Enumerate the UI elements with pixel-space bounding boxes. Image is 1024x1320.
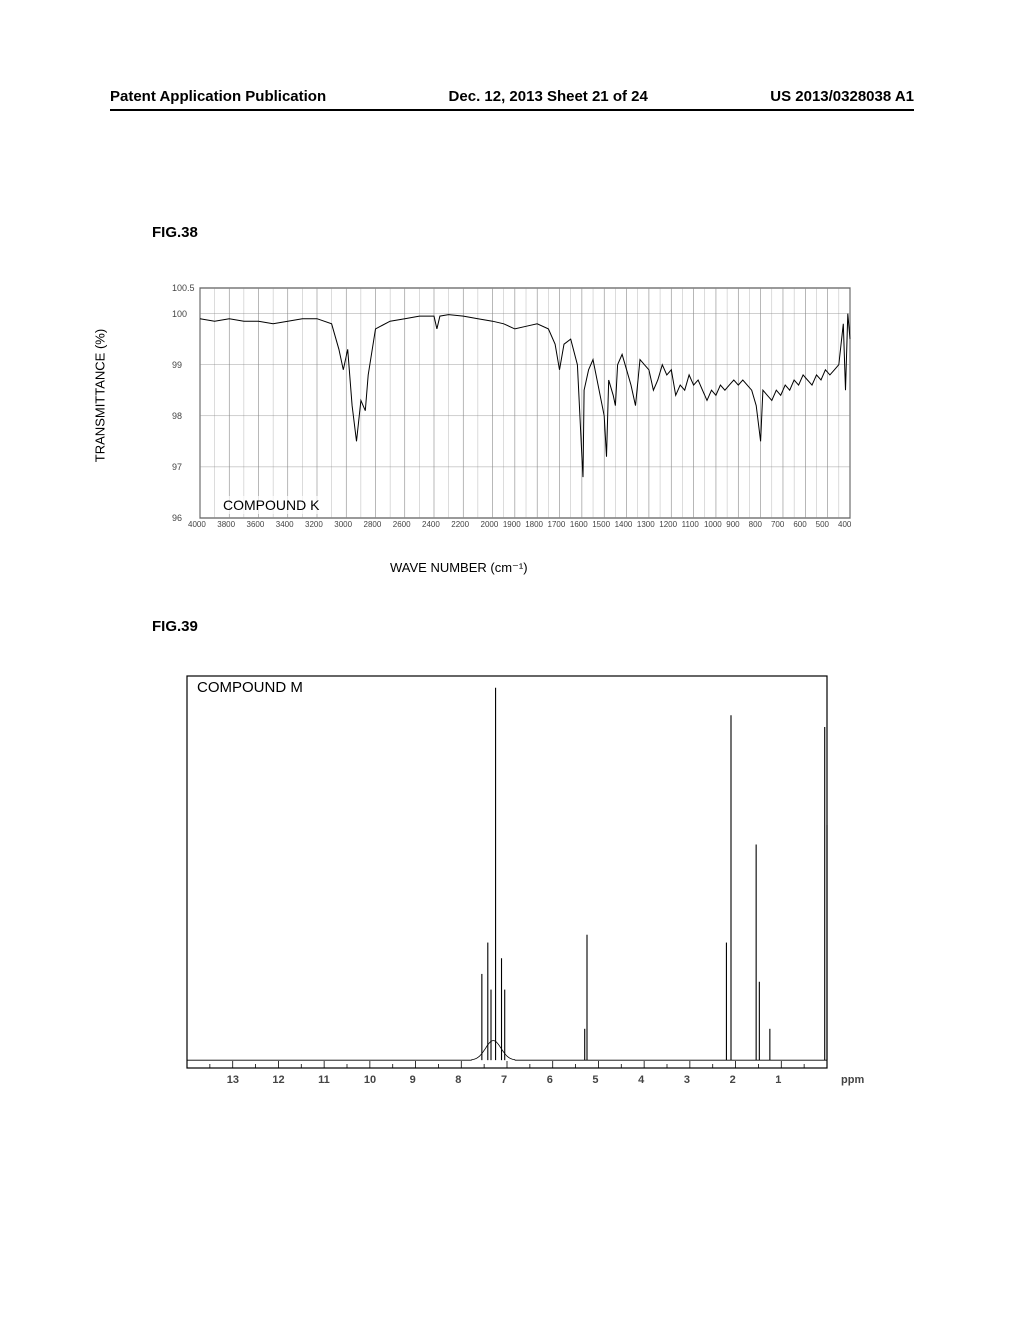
fig38-x-label: WAVE NUMBER (cm⁻¹) — [390, 560, 528, 576]
header-right: US 2013/0328038 A1 — [770, 88, 914, 105]
fig38-ytick: 100 — [172, 309, 187, 319]
fig39-xtick: 13 — [227, 1074, 239, 1086]
fig39-xtick: 2 — [730, 1074, 736, 1086]
fig38-xtick: 3400 — [276, 520, 294, 529]
fig38-xtick: 500 — [816, 520, 829, 529]
fig38-xtick: 1400 — [615, 520, 633, 529]
fig39-label: FIG.39 — [152, 618, 198, 635]
fig38-xtick: 1300 — [637, 520, 655, 529]
fig38-chart: TRANSMITTANCE (%) 4000380036003400320030… — [140, 278, 860, 568]
fig38-xtick: 3200 — [305, 520, 323, 529]
fig38-ytick: 99 — [172, 360, 182, 370]
header-left: Patent Application Publication — [110, 88, 326, 105]
fig38-xtick: 2600 — [393, 520, 411, 529]
fig38-xtick: 2000 — [481, 520, 499, 529]
fig38-xtick: 1900 — [503, 520, 521, 529]
fig38-xtick: 1700 — [548, 520, 566, 529]
fig39-xtick: 6 — [547, 1074, 553, 1086]
fig39-chart: 13121110987654321ppm COMPOUND M — [172, 668, 842, 1108]
fig38-xtick: 600 — [793, 520, 806, 529]
fig38-ytick: 98 — [172, 411, 182, 421]
fig38-xtick: 700 — [771, 520, 784, 529]
fig38-ytick: 97 — [172, 462, 182, 472]
page-header: Patent Application Publication Dec. 12, … — [0, 88, 1024, 111]
fig39-xtick: 1 — [775, 1074, 781, 1086]
fig39-xtick: 7 — [501, 1074, 507, 1086]
fig39-svg — [172, 668, 842, 1108]
fig39-xtick: 4 — [638, 1074, 644, 1086]
fig39-xtick: 9 — [410, 1074, 416, 1086]
fig38-xtick: 800 — [749, 520, 762, 529]
fig39-compound-label: COMPOUND M — [194, 678, 306, 697]
header-center: Dec. 12, 2013 Sheet 21 of 24 — [449, 88, 648, 105]
fig38-xtick: 3000 — [334, 520, 352, 529]
fig38-xtick: 1600 — [570, 520, 588, 529]
fig39-xtick: 10 — [364, 1074, 376, 1086]
fig39-xtick: 5 — [592, 1074, 598, 1086]
fig38-xtick: 1200 — [659, 520, 677, 529]
fig38-ytick: 100.5 — [172, 283, 195, 293]
fig39-xtick: 8 — [455, 1074, 461, 1086]
fig38-xtick: 1500 — [592, 520, 610, 529]
fig38-xtick: 1100 — [682, 520, 699, 529]
fig39-xtick: 12 — [272, 1074, 284, 1086]
fig38-xtick: 4000 — [188, 520, 206, 529]
fig39-xtick: 3 — [684, 1074, 690, 1086]
fig38-ytick: 96 — [172, 513, 182, 523]
fig38-xtick: 2200 — [451, 520, 469, 529]
fig39-xtick: 11 — [318, 1074, 330, 1086]
fig39-x-unit: ppm — [841, 1074, 864, 1086]
fig38-compound-label: COMPOUND K — [220, 496, 322, 514]
fig38-label: FIG.38 — [152, 224, 198, 241]
fig38-xtick: 2800 — [364, 520, 382, 529]
fig38-xtick: 400 — [838, 520, 851, 529]
fig38-xtick: 1800 — [525, 520, 543, 529]
fig38-xtick: 900 — [726, 520, 739, 529]
fig38-xtick: 2400 — [422, 520, 440, 529]
fig38-xtick: 3800 — [217, 520, 235, 529]
fig38-xtick: 1000 — [704, 520, 722, 529]
fig38-y-label: TRANSMITTANCE (%) — [93, 296, 108, 496]
fig38-xtick: 3600 — [247, 520, 265, 529]
